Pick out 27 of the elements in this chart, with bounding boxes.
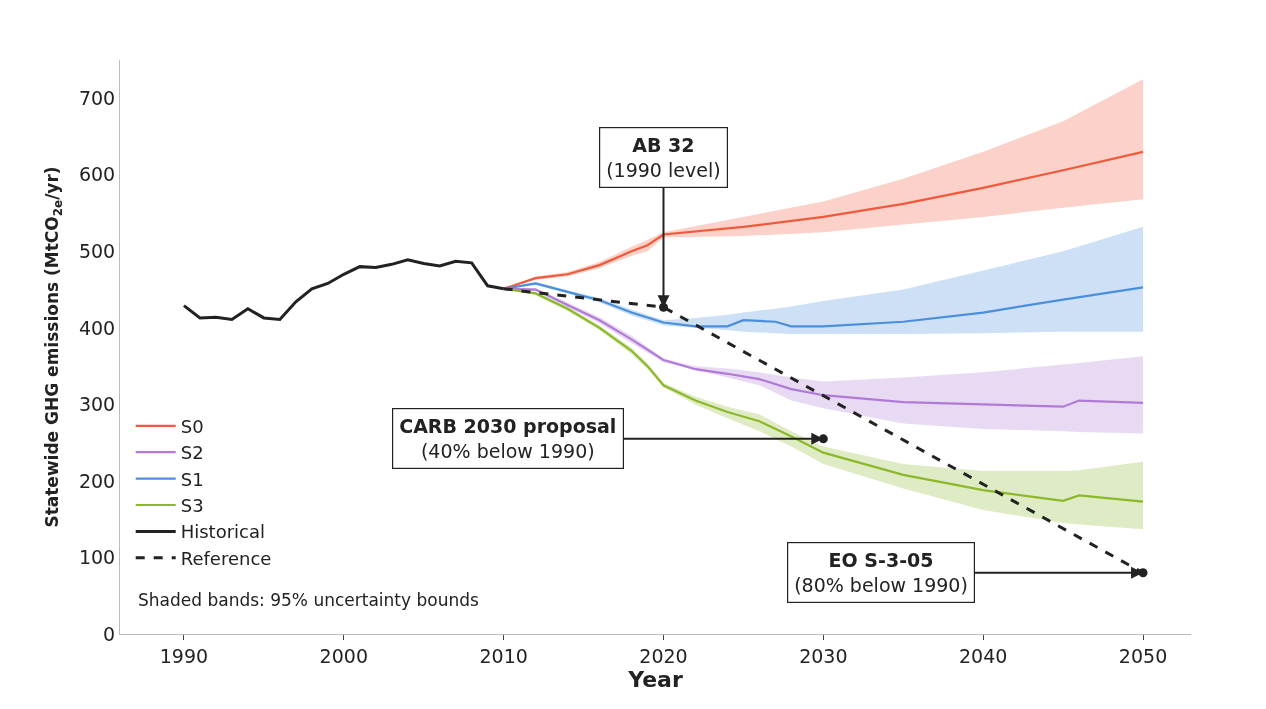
x-tick-label: 2050 [1118, 644, 1168, 667]
y-tick-label: 200 [78, 469, 116, 492]
y-tick-label: 600 [78, 163, 116, 186]
legend-label: Historical [180, 521, 266, 543]
annotation: AB 32 (1990 level) [606, 134, 721, 181]
y-tick-label: 400 [78, 316, 116, 339]
y-tick-label: 500 [78, 239, 116, 262]
x-tick-label: 2020 [639, 644, 688, 667]
legend-label: Reference [180, 547, 272, 569]
annotation: Shaded bands: 95% uncertainty bounds [138, 590, 479, 610]
annotation: EO S-3-05 (80% below 1990) [794, 549, 968, 596]
x-axis-title: Year [627, 666, 683, 692]
y-tick-label: 0 [103, 622, 116, 645]
legend-label: S3 [180, 495, 204, 517]
y-tick-label: 300 [78, 393, 116, 416]
x-tick-label: 2040 [959, 644, 1008, 667]
legend-label: S0 [180, 415, 204, 437]
legend-label: S1 [180, 468, 204, 490]
x-tick-label: 2010 [479, 644, 528, 667]
y-tick-label: 100 [78, 546, 116, 569]
y-tick-label: 700 [78, 86, 116, 109]
x-tick-label: 1990 [159, 644, 209, 667]
legend-label: S2 [180, 442, 204, 464]
x-tick-label: 2030 [799, 644, 848, 667]
annotation: CARB 2030 proposal (40% below 1990) [399, 415, 617, 462]
x-tick-label: 2000 [319, 644, 368, 667]
line-series [502, 282, 1145, 328]
